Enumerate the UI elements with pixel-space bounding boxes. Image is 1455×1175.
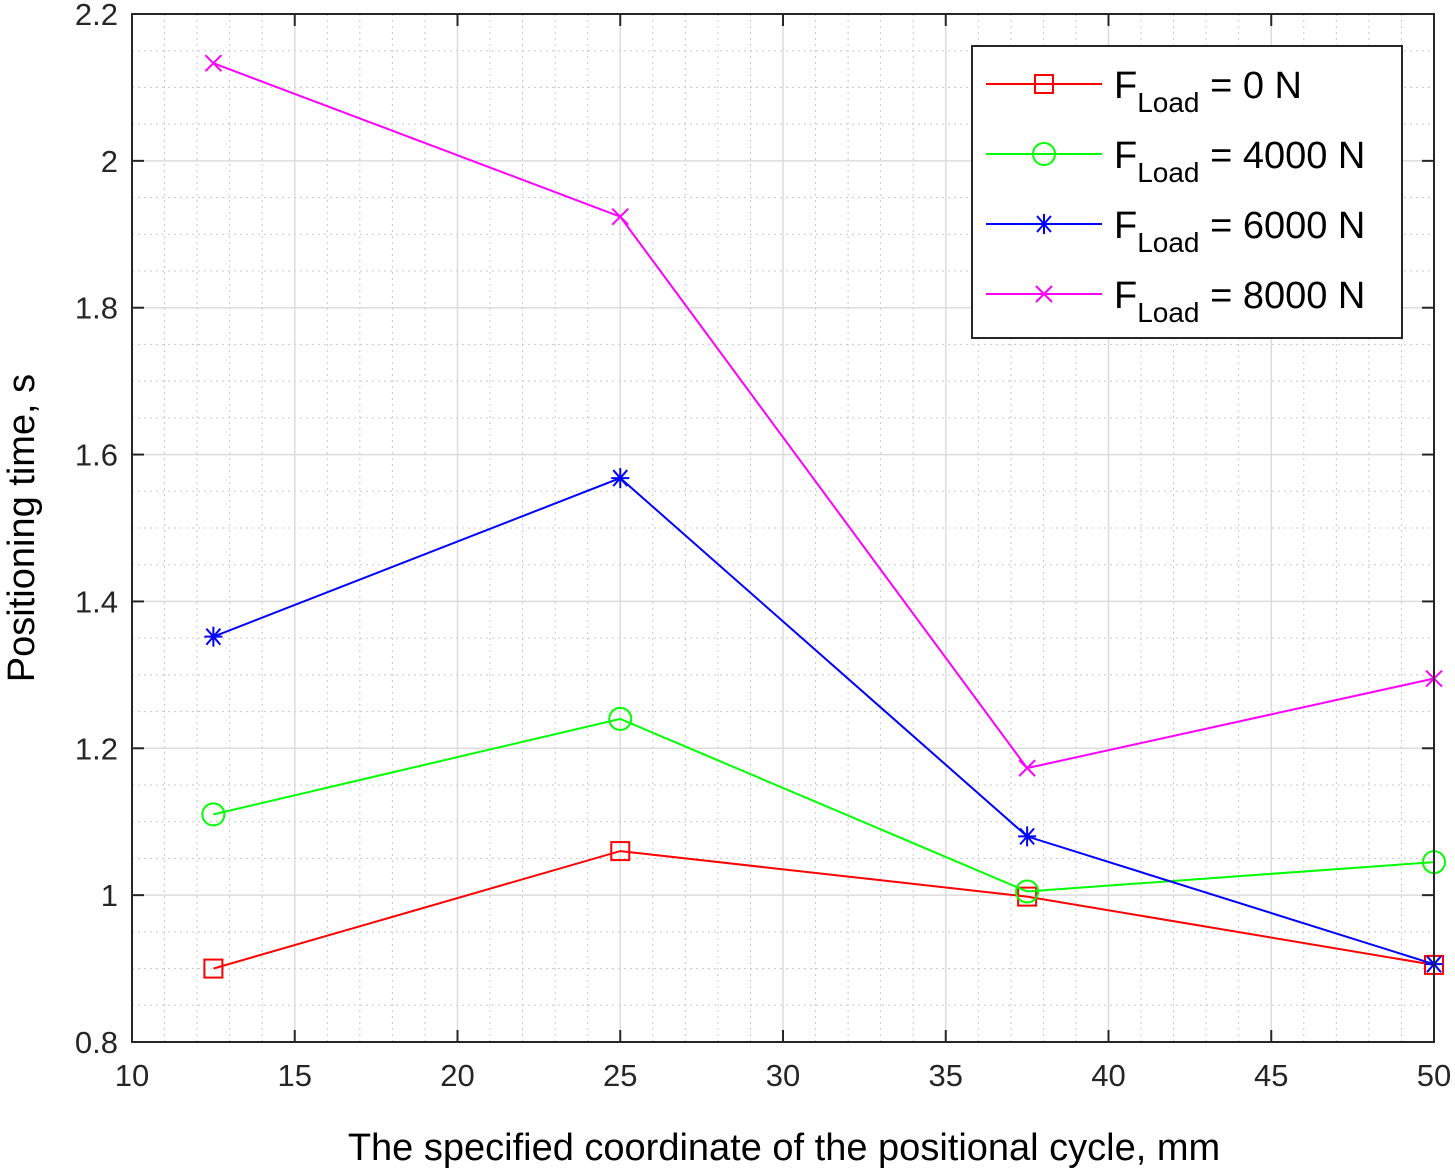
marker-square	[610, 841, 631, 862]
legend-entry-0: FLoad = 0 N	[986, 65, 1302, 118]
series-line	[213, 850, 1435, 970]
y-tick-label: 1.6	[75, 438, 118, 473]
marker-cross	[1018, 759, 1036, 777]
x-tick-label: 40	[1091, 1058, 1125, 1093]
marker-asterisk	[611, 468, 630, 489]
marker-circle	[1032, 142, 1056, 166]
x-tick-label: 35	[929, 1058, 963, 1093]
x-tick-label: 15	[278, 1058, 312, 1093]
tick-labels: 10 15 20 25 30 35 40 45 50 0.8 1 1.2 1.4 1.6 1.8 2 2.2	[75, 0, 1451, 1093]
y-tick-label: 2.2	[75, 0, 118, 32]
y-tick-label: 1	[101, 878, 118, 913]
x-tick-label: 25	[603, 1058, 637, 1093]
marker-cross	[611, 207, 629, 226]
x-tick-label: 10	[115, 1058, 149, 1093]
y-tick-label: 1.8	[75, 291, 118, 326]
legend-entry-1: FLoad = 4000 N	[986, 135, 1365, 188]
marker-circle	[608, 706, 633, 731]
y-tick-label: 0.8	[75, 1025, 118, 1060]
series-line	[213, 717, 1435, 893]
x-tick-label: 20	[440, 1058, 474, 1093]
minor-grid	[132, 14, 1434, 1042]
legend-label: FLoad = 4000 N	[1114, 135, 1365, 188]
marker-square	[1034, 74, 1054, 94]
legend-label: FLoad = 6000 N	[1114, 205, 1365, 258]
x-tick-label: 45	[1254, 1058, 1288, 1093]
series-layer	[201, 54, 1446, 979]
y-tick-label: 1.2	[75, 731, 118, 766]
marker-asterisk	[1035, 214, 1053, 234]
marker-square	[203, 958, 224, 979]
legend-box	[971, 45, 1403, 339]
y-axis-title: Positioning time, s	[1, 374, 43, 682]
marker-cross	[204, 54, 223, 72]
legend-entry-2: FLoad = 6000 N	[986, 205, 1365, 258]
y-tick-label: 1.4	[75, 584, 118, 619]
series-line	[213, 62, 1435, 770]
marker-cross	[1035, 285, 1053, 303]
legend-label: FLoad = 0 N	[1114, 65, 1302, 118]
x-axis-title: The specified coordinate of the position…	[348, 1127, 1220, 1169]
series-0	[203, 841, 1444, 979]
marker-asterisk	[1018, 826, 1037, 847]
x-tick-label: 50	[1417, 1058, 1451, 1093]
axes	[131, 13, 1435, 1043]
legend-label: FLoad = 8000 N	[1114, 275, 1365, 328]
legend: FLoad = 0 N FLoad = 4000 N FLoad = 6000 N F…	[971, 45, 1403, 339]
series-2	[204, 468, 1443, 975]
x-tick-label: 30	[766, 1058, 800, 1093]
legend-entry-3: FLoad = 8000 N	[986, 275, 1365, 328]
y-tick-label: 2	[101, 144, 118, 179]
series-line	[213, 476, 1435, 966]
marker-asterisk	[204, 626, 223, 647]
marker-circle	[1015, 879, 1040, 904]
marker-circle	[201, 802, 226, 827]
